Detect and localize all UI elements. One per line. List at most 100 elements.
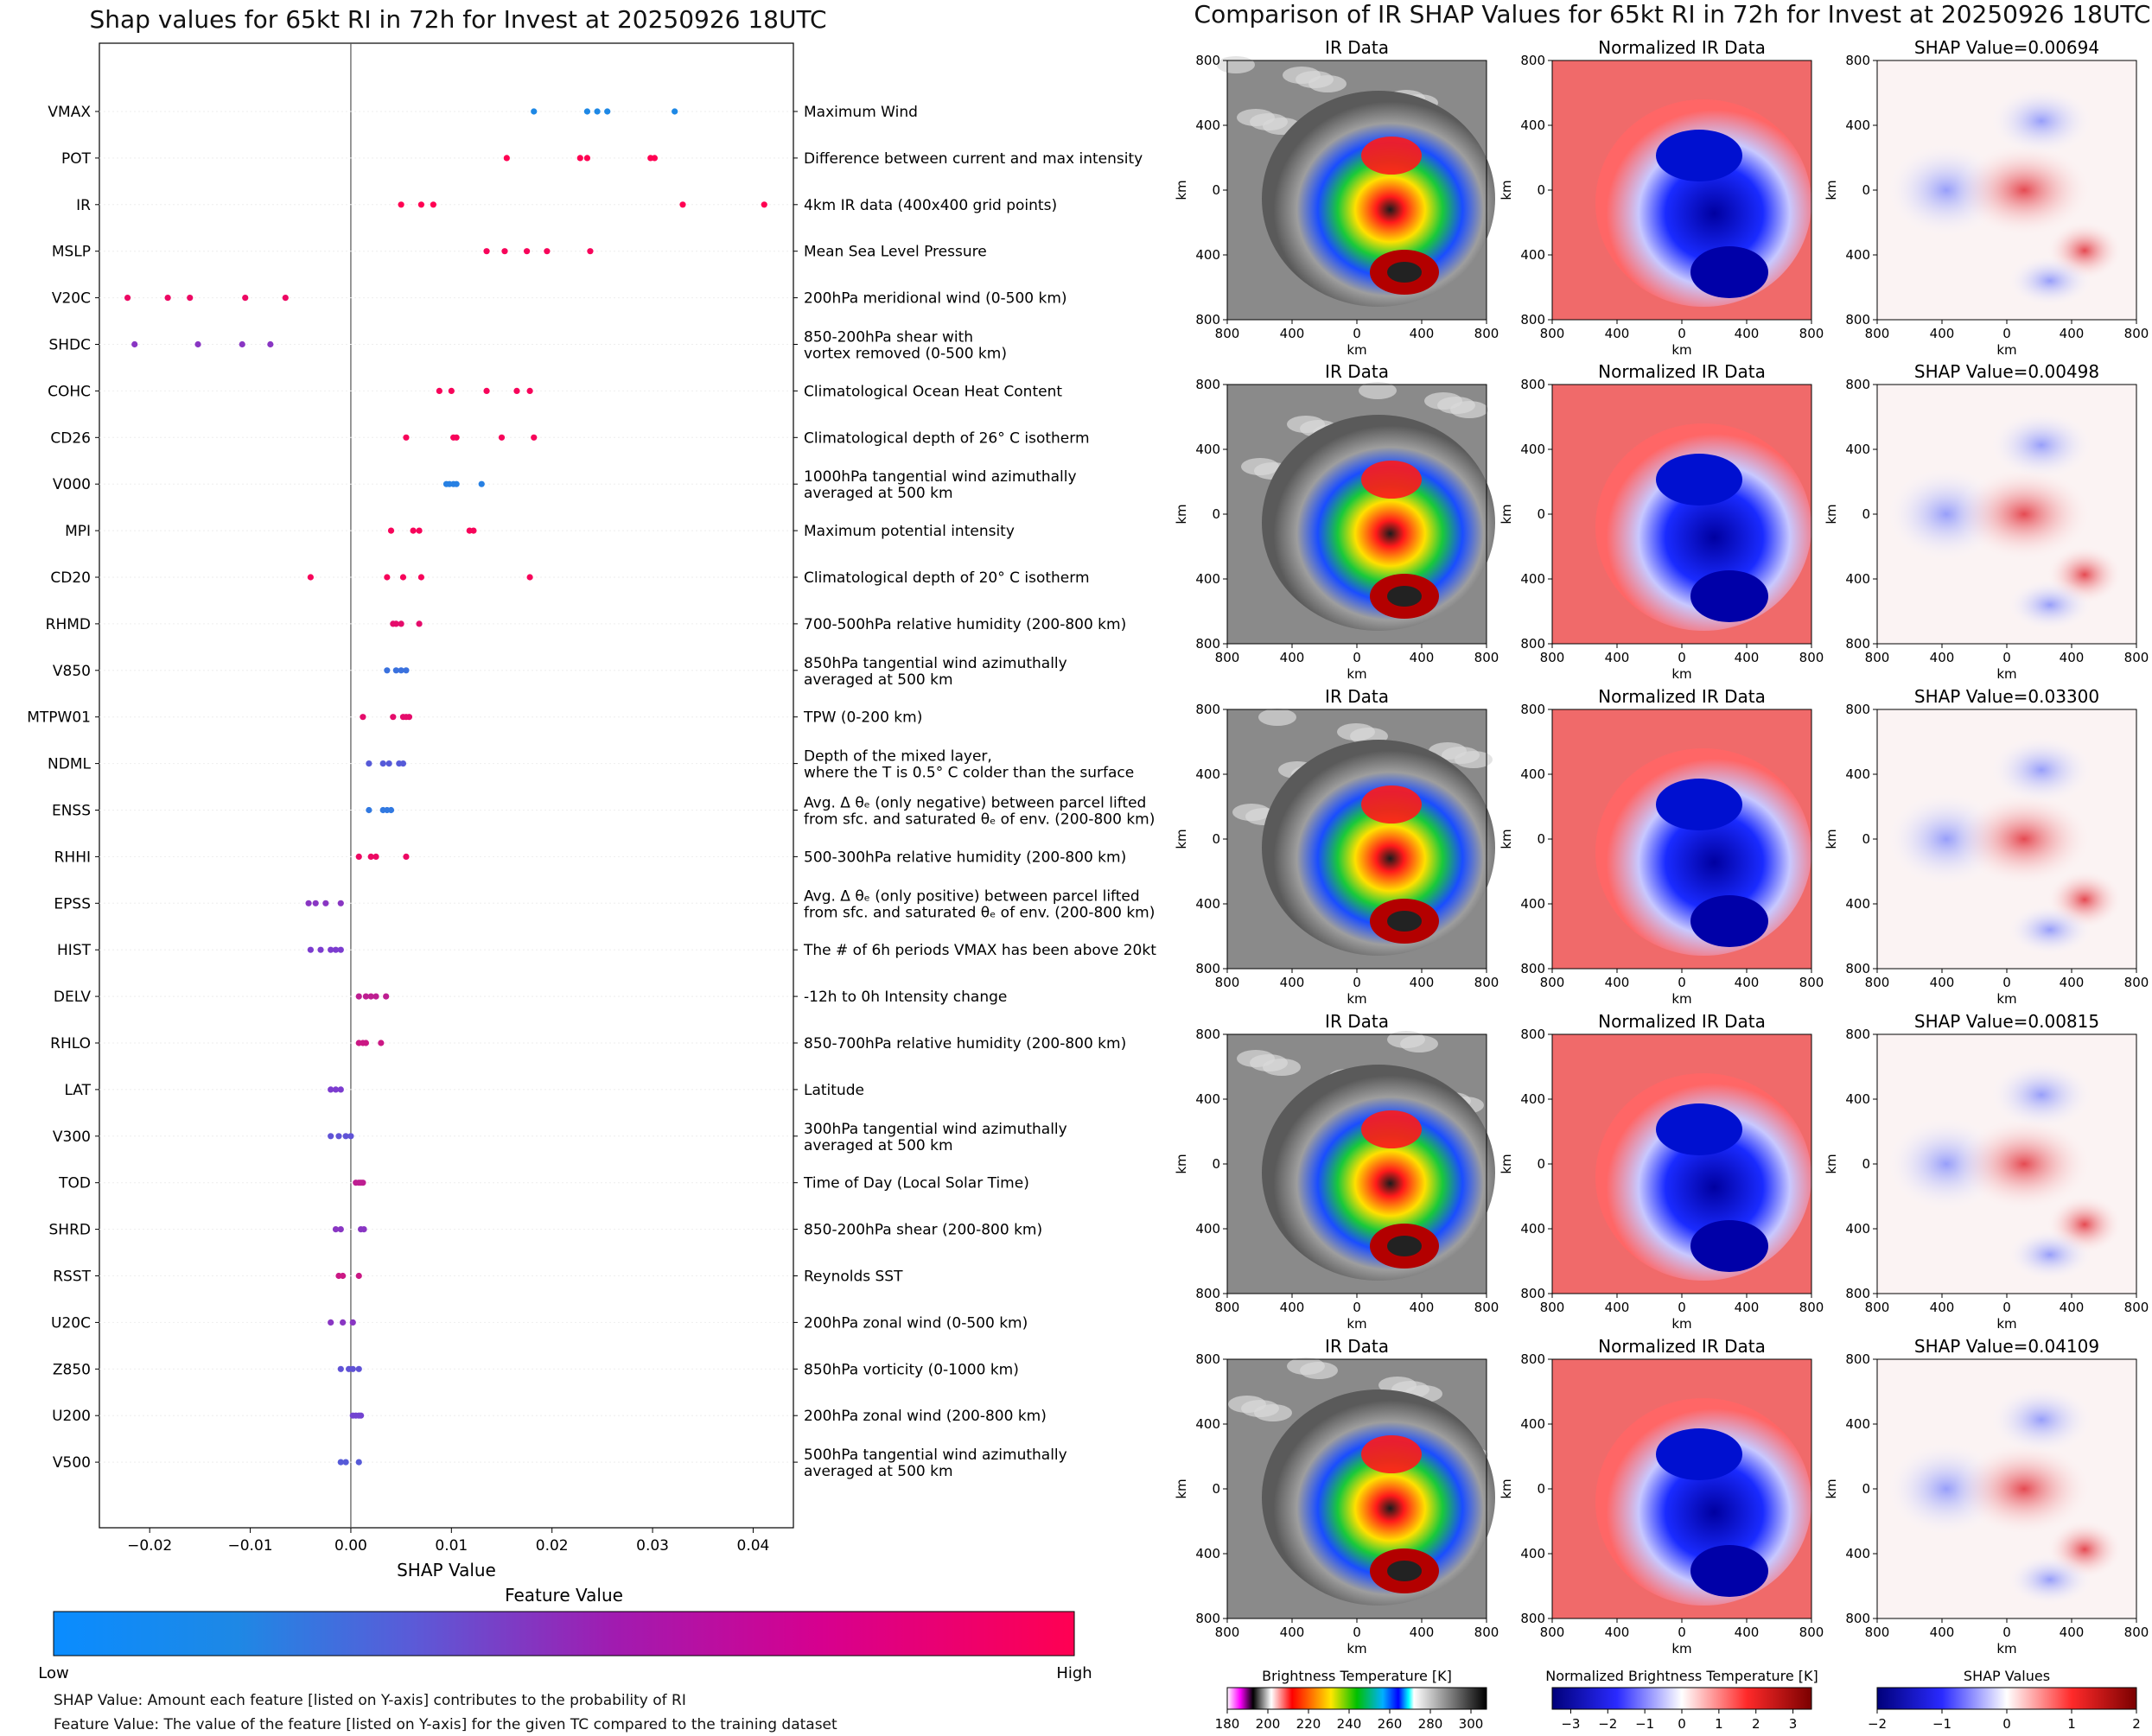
feature-name-z850: Z850 (53, 1361, 91, 1378)
feature-name-v300: V300 (53, 1129, 91, 1146)
y-tick-label: 400 (1520, 118, 1545, 133)
y-axis-label: km (1174, 1154, 1189, 1173)
x-tick-label: 0 (1678, 650, 1686, 665)
x-tick-label: 800 (2124, 1625, 2149, 1640)
feature-name-ir: IR (76, 197, 91, 214)
x-tick-label: 800 (1865, 1300, 1890, 1315)
y-tick-label: 800 (1520, 1286, 1545, 1301)
feature-name-v20c: V20C (52, 290, 91, 308)
shap-point (360, 714, 366, 721)
x-axis-label: km (1347, 1316, 1366, 1332)
left-title: Shap values for 65kt RI in 72h for Inves… (89, 5, 827, 34)
y-axis-label: km (1499, 1478, 1514, 1498)
y-tick-label: 400 (1195, 247, 1220, 263)
x-tick-label: 400 (1930, 650, 1955, 665)
x-tick-label: 400 (1930, 1300, 1955, 1315)
panel-title: SHAP Value=0.00815 (1914, 1011, 2099, 1032)
coldest-core (1387, 262, 1422, 283)
feature-value-colorbar (53, 1611, 1075, 1657)
feature-name-pot: POT (61, 150, 92, 168)
x-axis-label: km (1347, 342, 1366, 358)
feature-desc-mtpw01: TPW (0-200 km) (803, 709, 922, 727)
x-tick-label: 0 (1353, 975, 1361, 990)
shap-point (307, 946, 314, 953)
feature-desc-v500: 500hPa tangential wind azimuthally (804, 1447, 1067, 1464)
x-tick-label: 400 (1280, 975, 1305, 990)
cloud-streak (1258, 709, 1296, 726)
shap-point (347, 1133, 354, 1140)
cloud-streak (1283, 67, 1321, 84)
x-tick-label: 0 (2002, 1625, 2011, 1640)
cold-top (1361, 137, 1422, 175)
y-tick-label: 0 (1862, 831, 1870, 847)
y-axis-label: km (1824, 180, 1839, 200)
x-axis-label: km (1347, 666, 1366, 682)
cloud-streak (1287, 416, 1325, 433)
feature-name-epss: EPSS (54, 895, 91, 913)
shap-point (355, 1272, 362, 1280)
feature-desc-cd20: Climatological depth of 20° C isotherm (804, 569, 1090, 587)
y-tick-label: 0 (1862, 182, 1870, 198)
shap-point (417, 574, 425, 581)
y-tick-label: 0 (1212, 1156, 1220, 1172)
coldest-core (1387, 1236, 1422, 1256)
y-tick-label: 800 (1195, 377, 1220, 392)
feature-desc-epss: from sfc. and saturated θₑ of env. (200-… (804, 904, 1155, 921)
y-tick-label: 400 (1845, 1221, 1870, 1237)
panel-title: Normalized IR Data (1598, 686, 1766, 707)
feature-name-v000: V000 (53, 476, 91, 493)
shap-point (362, 993, 369, 1000)
y-tick-label: 800 (1195, 1351, 1220, 1367)
y-tick-label: 400 (1195, 1091, 1220, 1107)
x-tick-label: 400 (1280, 650, 1305, 665)
x-tick-label: 800 (1215, 1300, 1240, 1315)
panel-r3-c2: Normalized IR Data8008004004000040040080… (1499, 686, 1824, 1007)
feature-desc-v850: 850hPa tangential wind azimuthally (804, 655, 1067, 672)
coldest-core (1387, 1561, 1422, 1581)
x-tick-label: 800 (2124, 326, 2149, 341)
shap-point (483, 248, 490, 255)
shap-point (416, 527, 423, 534)
x-tick-label: 800 (2124, 975, 2149, 990)
shap-point (355, 1459, 362, 1466)
panel-title: SHAP Value=0.03300 (1914, 686, 2099, 707)
shap-point (587, 248, 594, 255)
shap-point (385, 760, 392, 767)
shap-point (267, 340, 274, 348)
shap-point (761, 201, 767, 208)
x-tick-label: 0 (2002, 975, 2011, 990)
colorbar-tick-label: −1 (1635, 1716, 1654, 1732)
feature-name-lat: LAT (64, 1082, 91, 1099)
feature-name-enss: ENSS (52, 803, 91, 820)
cold-top (1361, 1435, 1422, 1473)
colorbar-tick-label: 3 (1789, 1716, 1798, 1732)
shap-negative-area (2007, 255, 2093, 307)
x-tick-label: 800 (2124, 1300, 2149, 1315)
y-tick-label: 0 (1862, 1481, 1870, 1497)
y-tick-label: 400 (1195, 571, 1220, 587)
shap-point (583, 108, 591, 115)
shap-point (349, 1319, 356, 1326)
storm-ir (1262, 1065, 1495, 1281)
panel-r2-c3: SHAP Value=0.004988008004004000040040080… (1824, 361, 2149, 682)
shap-point (478, 480, 485, 487)
feature-desc-z850: 850hPa vorticity (0-1000 km) (804, 1361, 1019, 1378)
colorbar-tick-label: 2 (1752, 1716, 1760, 1732)
shap-point (679, 201, 686, 208)
panel-title: Normalized IR Data (1598, 37, 1766, 58)
feature-desc-mslp: Mean Sea Level Pressure (804, 244, 987, 261)
cold-top (1361, 1110, 1422, 1148)
y-tick-label: 0 (1212, 182, 1220, 198)
y-tick-label: 400 (1845, 442, 1870, 457)
shap-point (282, 295, 289, 302)
cloud-streak (1287, 1358, 1325, 1375)
shap-positive-area (1955, 792, 2093, 887)
shap-point (362, 1040, 369, 1046)
x-tick-label: 800 (1474, 650, 1499, 665)
colorbar-tick-label: 0 (2002, 1716, 2011, 1732)
x-tick-label: 0.03 (636, 1537, 669, 1555)
feature-desc-lat: Latitude (804, 1082, 864, 1099)
colorbar-tick-label: 1 (2067, 1716, 2076, 1732)
shap-point (448, 387, 455, 394)
